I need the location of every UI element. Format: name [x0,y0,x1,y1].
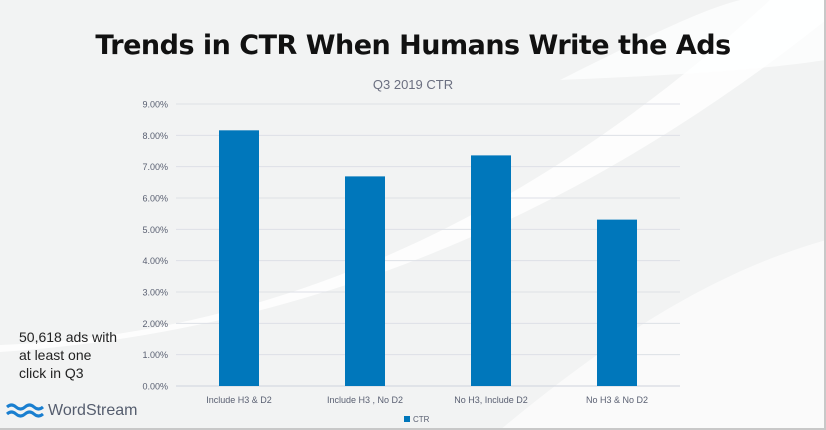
legend-label: CTR [413,415,430,424]
slide-title: Trends in CTR When Humans Write the Ads [95,30,731,61]
y-tick-label: 4.00% [142,256,168,266]
y-tick-label: 8.00% [142,131,168,141]
y-tick-label: 7.00% [142,162,168,172]
bar [345,176,385,386]
legend-swatch [404,416,410,422]
ads-count-note: 50,618 ads with at least one click in Q3 [19,329,118,381]
x-tick-label: Include H3 , No D2 [327,395,403,405]
y-tick-label: 9.00% [142,100,168,110]
y-tick-label: 0.00% [142,382,168,392]
x-tick-label: No H3 & No D2 [586,395,648,405]
logo-text: WordStream [48,402,138,419]
bar [597,219,637,386]
y-tick-label: 6.00% [142,194,168,204]
bar [219,130,259,386]
chart-title: Q3 2019 CTR [372,77,454,92]
y-tick-label: 5.00% [142,225,168,235]
bar [471,155,511,386]
y-tick-label: 2.00% [142,319,168,329]
wordstream-logo: WordStream [6,402,138,420]
y-tick-label: 1.00% [142,350,168,360]
x-tick-label: Include H3 & D2 [206,395,272,405]
x-tick-label: No H3, Include D2 [454,395,528,405]
y-tick-label: 3.00% [142,288,168,298]
wave-icon [6,403,44,418]
